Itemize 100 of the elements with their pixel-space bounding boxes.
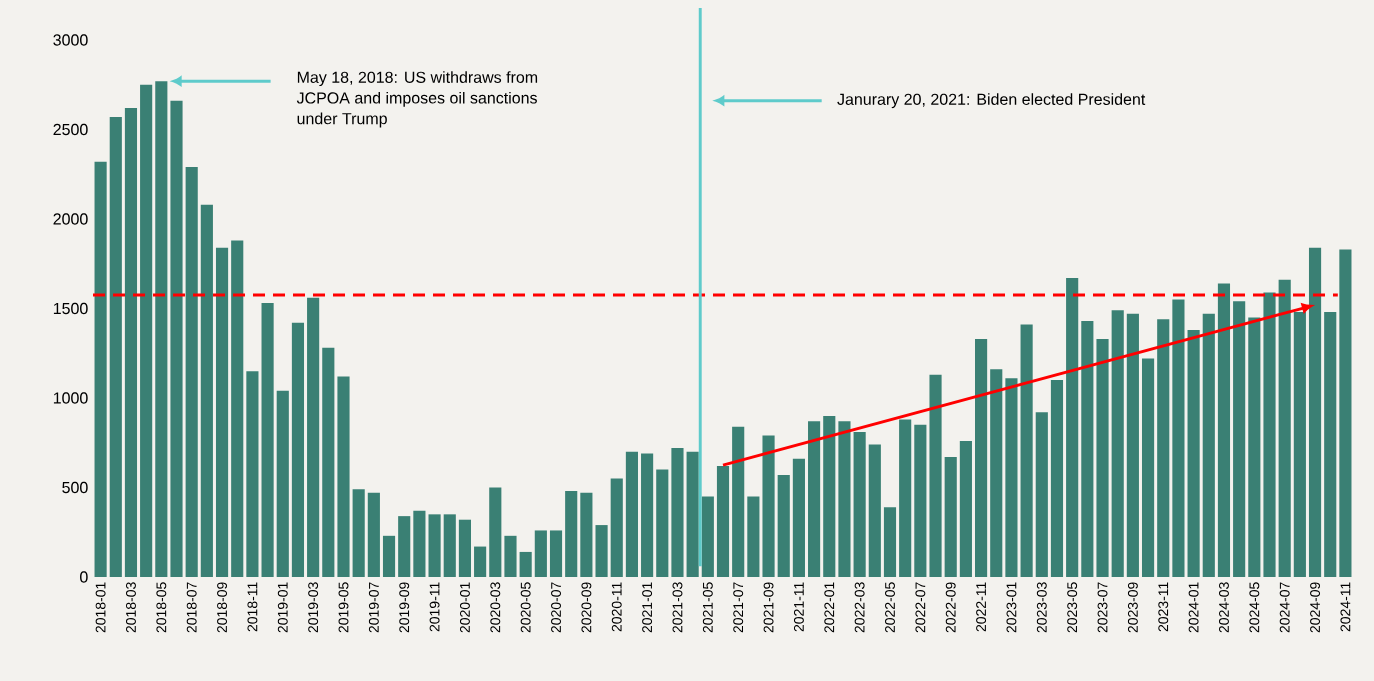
y-tick-label: 2000 xyxy=(53,213,88,225)
x-tick-label: 2021-05 xyxy=(702,582,713,633)
x-tick-label: 2022-03 xyxy=(854,582,865,633)
bar xyxy=(474,546,487,577)
x-tick-label: 2024-05 xyxy=(1249,582,1260,633)
x-tick-label: 2018-03 xyxy=(126,582,136,633)
bar xyxy=(1248,317,1261,577)
bar xyxy=(686,451,699,577)
bar xyxy=(792,458,805,577)
y-tick-label: 0 xyxy=(80,571,88,583)
bar xyxy=(322,347,335,577)
bar xyxy=(337,376,350,577)
y-tick-label: 2500 xyxy=(53,123,88,136)
x-tick-label: 2022-07 xyxy=(915,582,926,633)
bar xyxy=(671,448,684,577)
bar xyxy=(1141,358,1155,577)
x-tick-label: 2020-01 xyxy=(459,582,470,633)
bar xyxy=(1050,380,1064,577)
bar xyxy=(155,81,168,577)
bar xyxy=(504,535,517,577)
bar xyxy=(291,322,305,577)
bar xyxy=(990,369,1003,577)
bar xyxy=(853,432,866,577)
bar xyxy=(823,415,836,577)
x-tick-label: 2021-01 xyxy=(642,582,653,633)
bar xyxy=(1172,299,1185,577)
bar xyxy=(185,167,198,577)
bar xyxy=(914,424,927,577)
bar xyxy=(352,489,365,577)
y-tick-label: 1500 xyxy=(53,302,88,315)
bar xyxy=(868,444,881,577)
bar xyxy=(367,492,380,577)
bar xyxy=(595,525,608,577)
x-tick-label: 2022-09 xyxy=(945,582,956,633)
bar xyxy=(838,421,851,577)
bar xyxy=(261,303,274,577)
x-tick-label: 2021-09 xyxy=(763,582,774,633)
bar xyxy=(1020,324,1033,577)
bar xyxy=(625,451,638,577)
bar xyxy=(1233,301,1246,577)
x-tick-label: 2018-07 xyxy=(186,582,197,633)
x-tick-label: 2023-11 xyxy=(1158,582,1169,632)
bar xyxy=(1339,249,1352,577)
bar xyxy=(413,510,426,577)
bar xyxy=(1096,338,1109,577)
bar xyxy=(1278,279,1291,577)
bar xyxy=(944,457,957,577)
bar xyxy=(1005,378,1018,577)
x-tick-label: 2020-05 xyxy=(520,582,531,633)
bar xyxy=(1126,313,1139,577)
x-tick-label: 2019-05 xyxy=(338,582,349,633)
x-tick-label: 2024-03 xyxy=(1219,582,1229,633)
x-tick-label: 2019-11 xyxy=(429,582,440,632)
bar xyxy=(580,492,593,577)
bar xyxy=(246,371,259,577)
bar xyxy=(959,440,972,577)
bar xyxy=(215,247,229,577)
bar xyxy=(747,496,760,577)
bar xyxy=(1217,283,1231,577)
x-tick-label: 2020-03 xyxy=(490,582,501,633)
bar xyxy=(883,507,897,577)
bar xyxy=(565,491,578,577)
x-tick-label: 2018-05 xyxy=(156,582,167,633)
bar xyxy=(762,435,775,577)
bar xyxy=(549,530,563,577)
x-tick-label: 2019-01 xyxy=(277,582,288,633)
bar xyxy=(1066,278,1079,577)
x-tick-label: 2023-05 xyxy=(1067,582,1078,633)
bar xyxy=(929,374,942,577)
bar xyxy=(307,297,320,577)
x-tick-label: 2019-03 xyxy=(308,582,319,633)
bar xyxy=(899,419,912,577)
bar xyxy=(1035,412,1048,577)
bar xyxy=(1308,247,1322,577)
x-tick-label: 2024-11 xyxy=(1340,582,1351,632)
bar xyxy=(808,421,821,577)
x-tick-label: 2020-11 xyxy=(611,582,622,632)
bar xyxy=(140,84,153,577)
bar xyxy=(200,204,213,577)
bar xyxy=(732,426,745,577)
x-tick-label: 2019-07 xyxy=(368,582,379,633)
x-tick-label: 2024-07 xyxy=(1279,582,1290,633)
x-tick-label: 2018-09 xyxy=(217,582,228,633)
bar xyxy=(382,535,396,577)
bar xyxy=(1293,312,1306,577)
annotation: Janurary 20, 2021: Biden elected President xyxy=(837,93,1146,109)
y-tick-label: 3000 xyxy=(53,34,88,46)
bar xyxy=(1187,329,1200,577)
bar xyxy=(610,478,623,577)
bar xyxy=(398,516,411,577)
x-tick-label: 2024-09 xyxy=(1310,582,1321,633)
bar xyxy=(1081,321,1094,577)
bar xyxy=(701,496,714,577)
bar xyxy=(276,390,289,577)
bar xyxy=(656,469,669,577)
x-tick-label: 2021-07 xyxy=(733,582,744,633)
bar xyxy=(124,108,138,577)
bar xyxy=(109,116,122,577)
annotation: May 18, 2018: US withdraws from JCPOA and imposes oil sanctions under Trump xyxy=(296,71,538,128)
bar xyxy=(443,514,456,577)
